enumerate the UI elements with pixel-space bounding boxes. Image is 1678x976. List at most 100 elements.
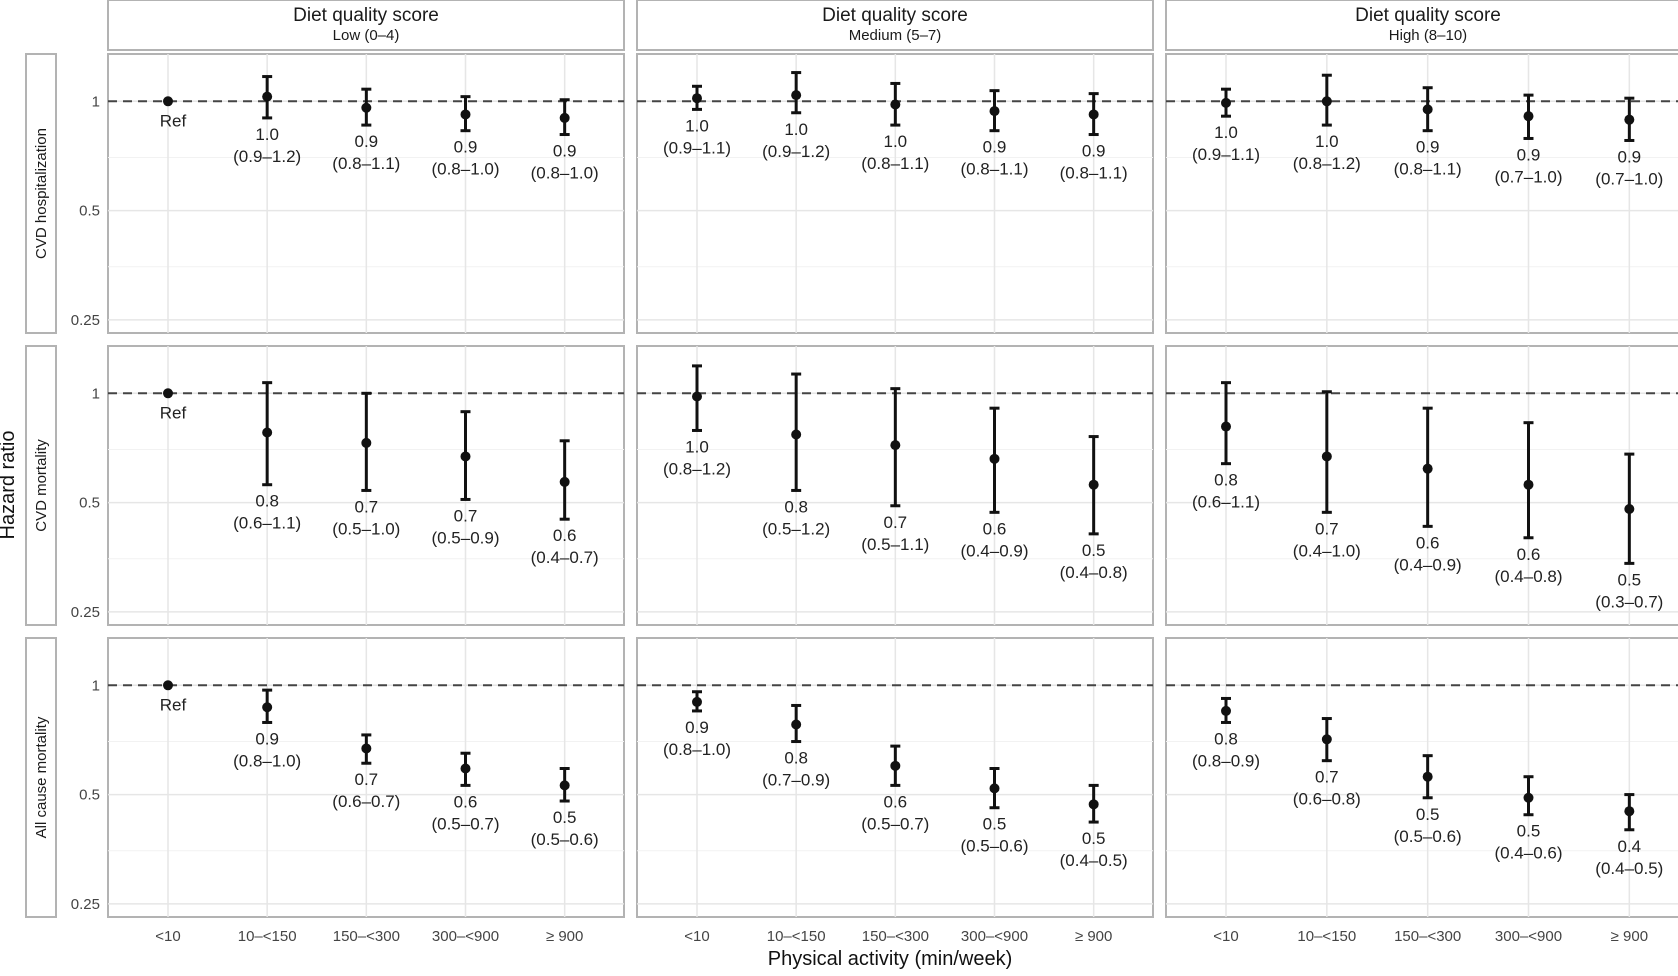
row-strip-label: CVD mortality — [33, 439, 50, 532]
data-point — [791, 429, 802, 440]
ci-label: (0.5–0.6) — [960, 837, 1028, 856]
data-point — [989, 106, 1000, 117]
column-strip — [636, 0, 1154, 51]
ci-label: (0.5–0.7) — [861, 814, 929, 833]
estimate-label: 0.8 — [784, 749, 808, 768]
ci-label: (0.5–0.6) — [531, 830, 599, 849]
y-tick-label: 0.25 — [71, 604, 100, 621]
estimate-label: 0.7 — [884, 513, 908, 532]
x-tick-label: 10–<150 — [1297, 928, 1356, 945]
estimate-label: 0.9 — [1517, 145, 1541, 164]
estimate-label: 0.9 — [1618, 147, 1642, 166]
y-tick-label: 0.5 — [79, 495, 100, 512]
data-point — [1088, 479, 1099, 490]
data-point — [1321, 734, 1332, 745]
ci-label: (0.4–0.7) — [531, 548, 599, 567]
column-strip — [107, 0, 625, 51]
y-tick-label: 0.5 — [79, 787, 100, 804]
data-point — [1523, 111, 1534, 122]
ci-label: (0.8–1.0) — [233, 751, 301, 770]
estimate-label: 0.6 — [454, 792, 478, 811]
x-tick-label: 10–<150 — [238, 928, 297, 945]
estimate-label: 0.9 — [553, 142, 577, 161]
data-point — [989, 453, 1000, 464]
x-tick-label: <10 — [684, 928, 709, 945]
estimate-label: 0.8 — [784, 497, 808, 516]
data-point — [692, 391, 702, 402]
estimate-label: 0.6 — [553, 526, 577, 545]
estimate-label: 0.5 — [1082, 541, 1106, 560]
data-point — [1088, 109, 1099, 120]
ci-label: (0.4–0.5) — [1060, 851, 1128, 870]
column-strip-title: Diet quality score — [1355, 5, 1501, 26]
data-point — [361, 743, 372, 754]
estimate-label: 0.7 — [1315, 768, 1339, 787]
x-tick-label: ≥ 900 — [1611, 928, 1648, 945]
ref-label: Ref — [160, 403, 187, 422]
ref-label: Ref — [160, 111, 187, 130]
data-point — [559, 112, 570, 123]
ci-label: (0.9–1.2) — [762, 142, 830, 161]
estimate-label: 0.5 — [553, 808, 577, 827]
column-strip-subtitle: Medium (5–7) — [849, 27, 942, 44]
data-point — [460, 763, 471, 774]
data-point — [361, 102, 372, 113]
estimate-label: 0.9 — [1082, 142, 1106, 161]
data-point — [1624, 504, 1635, 515]
x-tick-label: 300–<900 — [1495, 928, 1562, 945]
ci-label: (0.5–0.6) — [1394, 827, 1462, 846]
ci-label: (0.8–1.2) — [1293, 154, 1361, 173]
x-axis-title: Physical activity (min/week) — [768, 948, 1013, 970]
data-point — [163, 388, 173, 399]
estimate-label: 0.7 — [355, 497, 379, 516]
panel-frame — [1165, 345, 1678, 626]
ci-label: (0.5–1.1) — [861, 535, 929, 554]
estimate-label: 0.9 — [255, 729, 279, 748]
x-tick-label: ≥ 900 — [546, 928, 583, 945]
estimate-label: 1.0 — [255, 125, 279, 144]
y-tick-label: 0.25 — [71, 312, 100, 329]
ci-label: (0.6–0.8) — [1293, 790, 1361, 809]
ci-label: (0.8–1.1) — [960, 160, 1028, 179]
x-tick-label: 10–<150 — [767, 928, 826, 945]
x-tick-label: <10 — [1213, 928, 1238, 945]
column-strip-title: Diet quality score — [822, 5, 968, 26]
data-point — [989, 783, 1000, 794]
ci-label: (0.8–1.1) — [332, 154, 400, 173]
row-strip-label: CVD hospitalization — [33, 128, 50, 259]
x-tick-label: 150–<300 — [333, 928, 400, 945]
ci-label: (0.5–1.0) — [332, 519, 400, 538]
estimate-label: 1.0 — [1315, 132, 1339, 151]
y-tick-label: 1 — [92, 677, 100, 694]
estimate-label: 1.0 — [884, 132, 908, 151]
estimate-label: 1.0 — [784, 120, 808, 139]
data-point — [791, 719, 802, 730]
row-strip-label: All cause mortality — [33, 716, 50, 838]
data-point — [1523, 792, 1534, 803]
ci-label: (0.5–1.2) — [762, 519, 830, 538]
data-point — [692, 93, 702, 104]
data-point — [559, 780, 570, 791]
data-point — [890, 760, 901, 771]
estimate-label: 0.5 — [1416, 805, 1440, 824]
estimate-label: 0.6 — [1517, 545, 1541, 564]
ci-label: (0.8–0.9) — [1192, 751, 1260, 770]
x-tick-label: <10 — [155, 928, 180, 945]
row-strip — [25, 53, 57, 334]
estimate-label: 0.5 — [983, 815, 1007, 834]
data-point — [1321, 451, 1332, 462]
ci-label: (0.8–1.1) — [1060, 164, 1128, 183]
estimate-label: 0.5 — [1082, 829, 1106, 848]
panel-frame — [1165, 53, 1678, 334]
estimate-label: 0.9 — [1416, 138, 1440, 157]
data-point — [791, 90, 802, 101]
ci-label: (0.6–0.7) — [332, 792, 400, 811]
ci-label: (0.4–0.9) — [960, 541, 1028, 560]
data-point — [1221, 705, 1231, 716]
ci-label: (0.8–1.1) — [1394, 160, 1462, 179]
ci-label: (0.9–1.2) — [233, 147, 301, 166]
estimate-label: 0.9 — [983, 138, 1007, 157]
estimate-label: 0.9 — [454, 138, 478, 157]
data-point — [1321, 96, 1332, 107]
